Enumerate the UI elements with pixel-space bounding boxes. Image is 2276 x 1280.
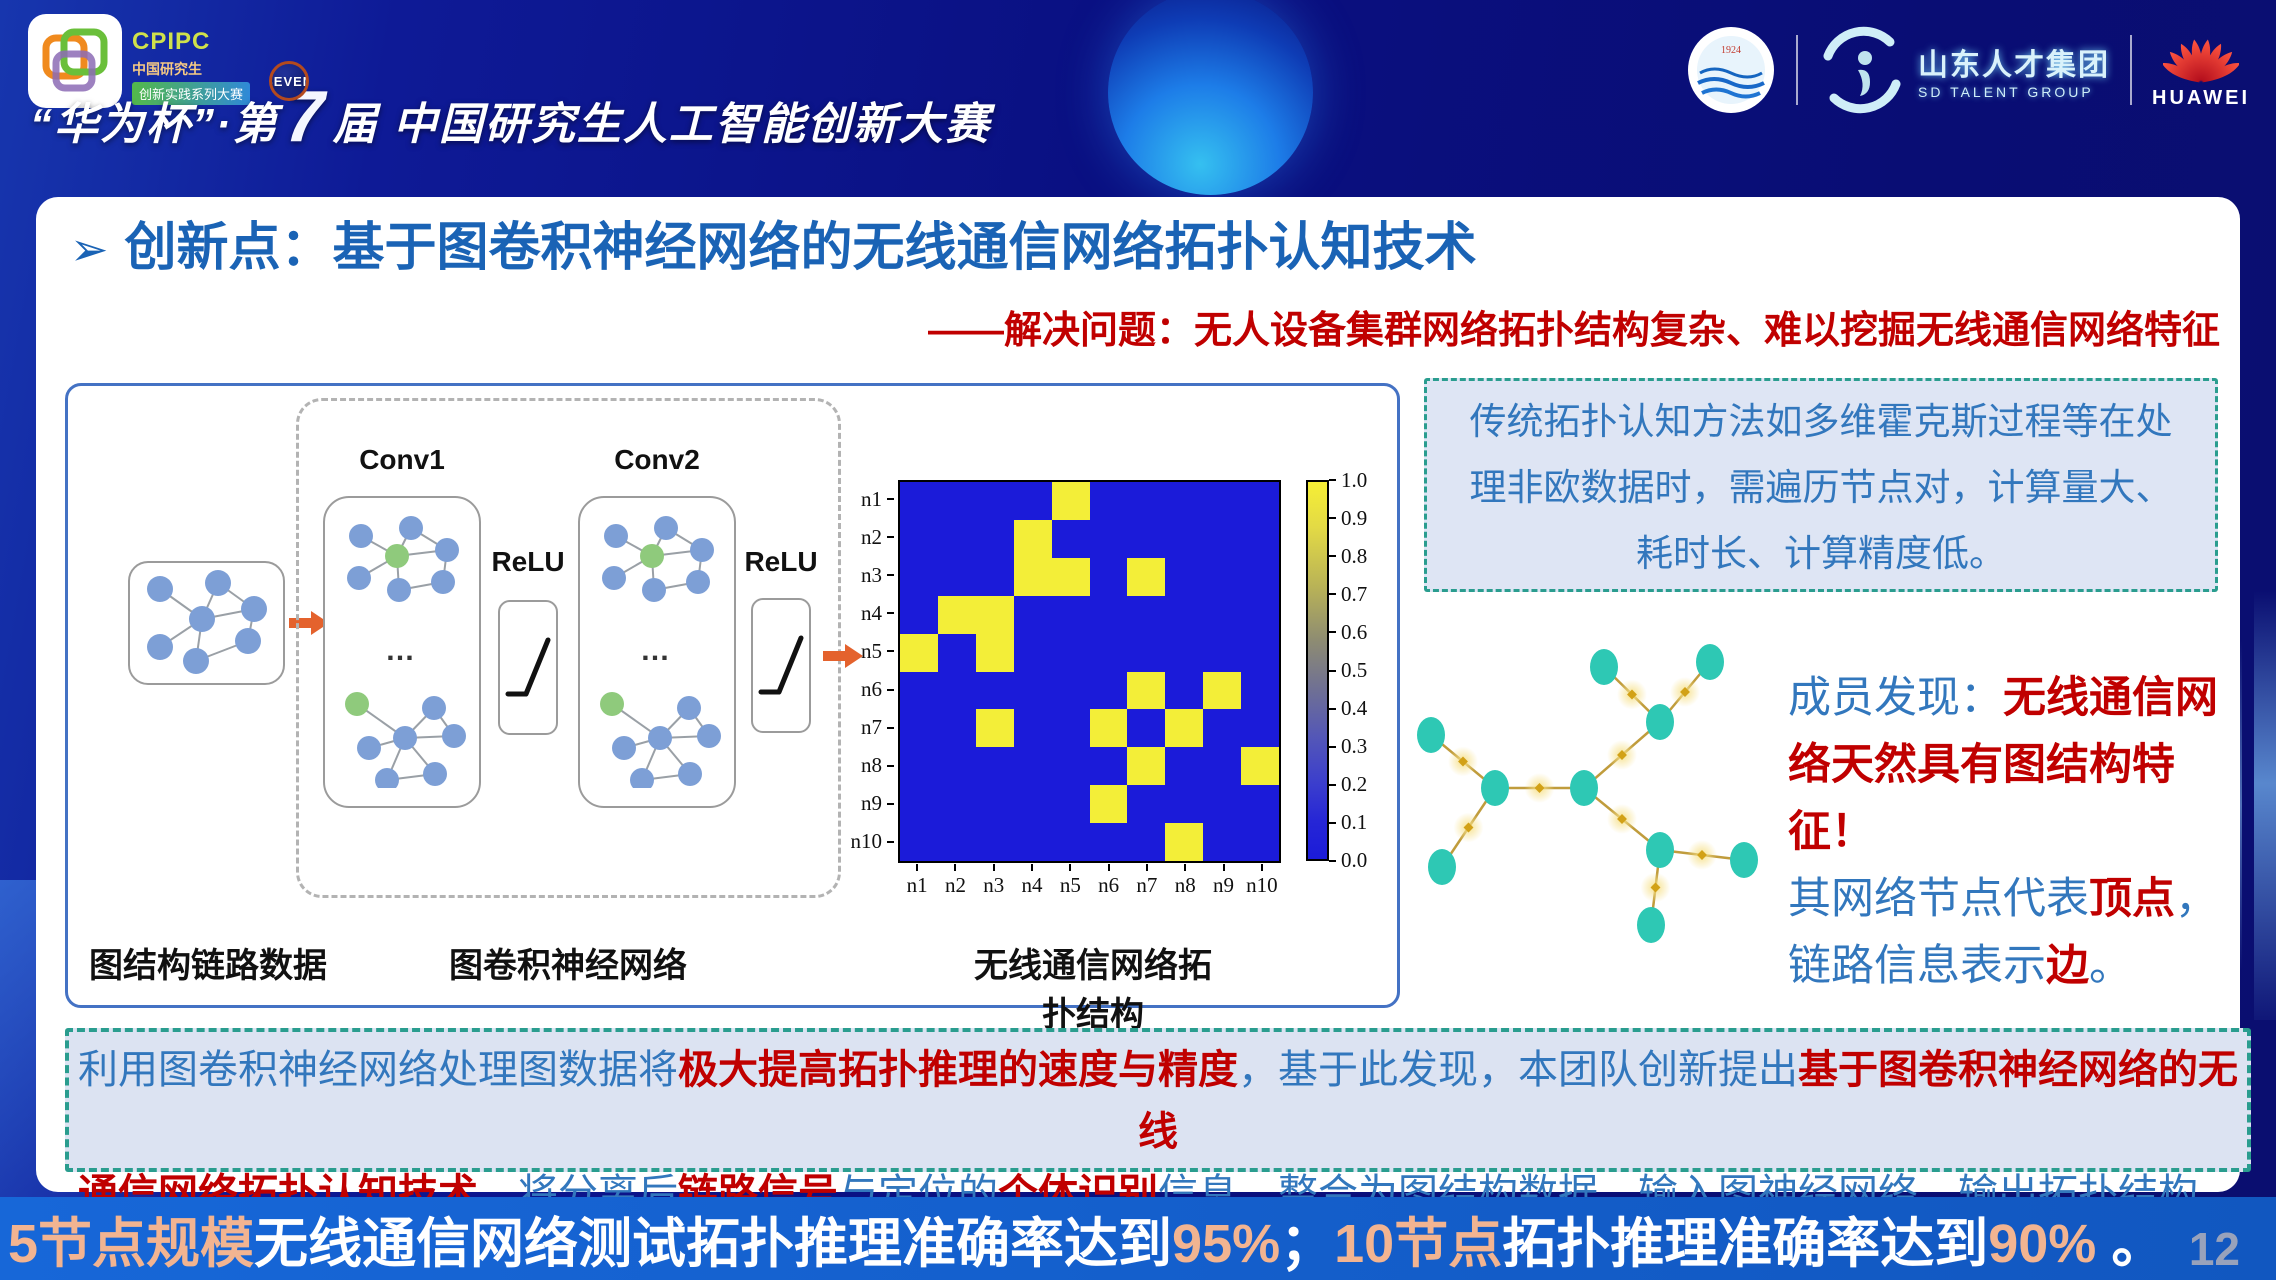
cpipc-emblem-icon: [28, 14, 122, 108]
huawei-flower-icon: [2163, 39, 2239, 82]
summary-box: 利用图卷积神经网络处理图数据将极大提高拓扑推理的速度与精度，基于此发现，本团队创…: [65, 1028, 2251, 1216]
problem-subtitle: ——解决问题：无人设备集群网络拓扑结构复杂、难以挖掘无线通信网络特征: [927, 310, 2220, 352]
page-title: ➢ 创新点：基于图卷积神经网络的无线通信网络拓扑认知技术: [70, 219, 1477, 277]
divider: [2130, 35, 2132, 105]
finding-line: 其网络节点代表顶点，: [1788, 875, 2218, 923]
finding-line: 络天然具有图结构特征！: [1788, 741, 2175, 856]
background-streak: [2254, 590, 2276, 1020]
cpipc-org-line2: 创新实践系列大赛: [132, 82, 251, 105]
sd-talent-logo-group: 山东人才集团 SD TALENT GROUP: [1818, 26, 2110, 114]
conv1-label: Conv1: [359, 444, 445, 475]
conv2-graph-top: [594, 516, 724, 616]
relu1-box: [498, 600, 558, 735]
page-number: 12: [2188, 1223, 2240, 1275]
finding-line: 成员发现：无线通信网: [1788, 674, 2218, 722]
huawei-wordmark: HUAWEI: [2152, 86, 2250, 109]
glow-sphere-decoration: [1108, 0, 1313, 195]
heatmap-colorbar-ticks: 1.0 0.9 0.8 0.7 0.6 0.5 0.4 0.3 0.2 0.1 0.0: [1329, 461, 1367, 880]
relu2-box: [751, 598, 811, 733]
network-topology-figure: [1417, 644, 1758, 943]
competition-title: “华为杯”·第 SEVEN 7 届 中国研究生人工智能创新大赛: [30, 61, 991, 153]
ouc-year-text: 1924: [1721, 45, 1741, 56]
divider: [1796, 35, 1798, 105]
input-graph-box: [128, 561, 285, 685]
result-banner: 5节点规模无线通信网络测试拓扑推理准确率达到95%；10节点拓扑推理准确率达到9…: [0, 1197, 2276, 1280]
summary-line: 利用图卷积神经网络处理图数据将极大提高拓扑推理的速度与精度，基于此发现，本团队创…: [78, 1048, 2238, 1154]
traditional-method-line: 传统拓扑认知方法如多维霍克斯过程等在处: [1469, 401, 2173, 442]
finding-line: 链路信息表示边。: [1788, 942, 2132, 990]
ocean-university-logo: 1924: [1688, 27, 1774, 113]
output-caption: 无线通信网络拓扑结构: [974, 947, 1212, 1034]
competition-title-suffix: 届 中国研究生人工智能创新大赛: [332, 100, 991, 149]
finding-text: 成员发现：无线通信网 络天然具有图结构特征！ 其网络节点代表顶点， 链路信息表示…: [1788, 665, 2228, 1000]
edition-number: SEVEN 7: [268, 61, 327, 153]
sd-talent-logo-icon: [1823, 26, 1901, 114]
conv1-graph-top: [339, 516, 469, 616]
relu-activation-icon: [758, 635, 804, 695]
sd-talent-name-cn: 山东人才集团: [1918, 49, 2110, 82]
result-banner-text: 5节点规模无线通信网络测试拓扑推理准确率达到95%；10节点拓扑推理准确率达到9…: [8, 1214, 2166, 1274]
huawei-logo: HUAWEI: [2152, 31, 2250, 110]
competition-title-prefix: “华为杯”·第: [30, 100, 279, 149]
conv2-graph-bottom: [594, 688, 724, 788]
traditional-method-line: 理非欧数据时，需遍历节点对，计算量大、: [1469, 467, 2173, 508]
cpipc-org-line1: 中国研究生: [132, 61, 202, 77]
gcn-pipeline-diagram: Conv1 … ReLU Conv2 … ReLU: [65, 383, 1400, 1034]
heatmap-col-labels: n1 n2 n3 n4 n5 n6 n7 n8 n9 n10: [898, 864, 1281, 898]
relu-activation-icon: [505, 637, 551, 697]
gcn-caption: 图卷积神经网络: [449, 947, 687, 985]
input-graph-figure: [138, 569, 278, 679]
adjacency-heatmap: [898, 480, 1281, 863]
edition-number-tag: SEVEN: [268, 61, 309, 101]
conv1-graph-bottom: [339, 688, 469, 788]
ellipsis: …: [640, 634, 674, 667]
relu1-label: ReLU: [491, 546, 565, 577]
cpipc-logo: CPIPC 中国研究生 创新实践系列大赛: [28, 14, 251, 108]
conv2-label: Conv2: [614, 444, 700, 475]
heatmap-colorbar: [1306, 480, 1329, 861]
ellipsis: …: [385, 634, 419, 667]
conv2-box: …: [578, 496, 736, 808]
heatmap-row-labels: n1 n2 n3 n4 n5 n6 n7 n8 n9 n10: [810, 480, 894, 861]
sd-talent-name-en: SD TALENT GROUP: [1918, 84, 2094, 100]
traditional-method-box: 传统拓扑认知方法如多维霍克斯过程等在处 理非欧数据时，需遍历节点对，计算量大、 …: [1424, 378, 2218, 592]
relu2-label: ReLU: [744, 546, 818, 577]
partner-logos: 1924 山东人才集团 SD TALENT GROUP: [1686, 18, 2250, 122]
conv1-box: …: [323, 496, 481, 808]
content-panel: ➢ 创新点：基于图卷积神经网络的无线通信网络拓扑认知技术 ——解决问题：无人设备集…: [36, 197, 2251, 1216]
arrow-bullet-icon: ➢: [70, 223, 109, 275]
cpipc-acronym: CPIPC: [132, 28, 211, 55]
traditional-method-line: 耗时长、计算精度低。: [1636, 533, 2006, 574]
input-caption: 图结构链路数据: [89, 947, 327, 985]
